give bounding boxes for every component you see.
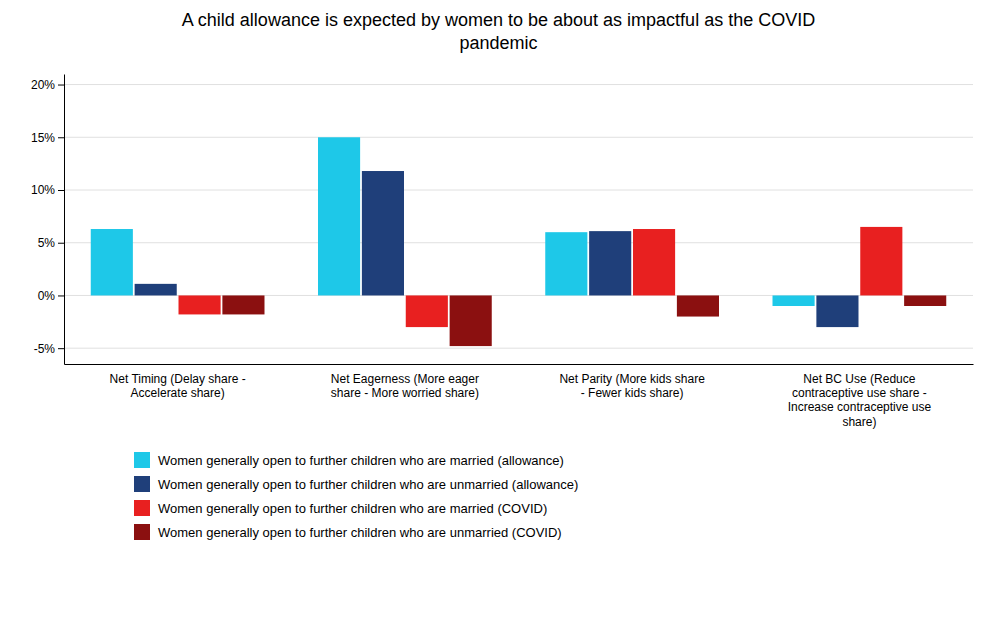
y-tick: 20%: [31, 78, 64, 92]
y-tick-label: 20%: [31, 78, 55, 92]
y-tick-mark: [58, 295, 64, 296]
y-tick-mark: [58, 137, 64, 138]
y-axis: -5% 0% 5% 10% 15% 20%: [31, 75, 65, 365]
bar: [633, 229, 675, 295]
bar: [362, 171, 404, 295]
x-tick-label-line: contraceptive use share -: [792, 386, 927, 400]
y-tick-label: 15%: [31, 131, 55, 145]
y-tick: 10%: [31, 183, 64, 197]
bar: [904, 295, 946, 306]
x-tick-label-line: share - More worried share): [331, 386, 479, 400]
legend-item: Women generally open to further children…: [134, 476, 578, 492]
bar: [677, 295, 719, 316]
x-tick-label-line: Net BC Use (Reduce: [803, 372, 915, 386]
x-tick: Net Parity (More kids share- Fewer kids …: [559, 372, 705, 400]
grid-line: [64, 190, 973, 191]
y-tick-mark: [58, 190, 64, 191]
x-tick-label-line: Accelerate share): [131, 386, 225, 400]
legend-item: Women generally open to further children…: [134, 524, 562, 540]
bar: [545, 232, 587, 295]
y-tick-mark: [58, 85, 64, 86]
legend-label: Women generally open to further children…: [158, 477, 578, 492]
legend-swatch: [134, 524, 150, 540]
y-tick-mark: [58, 348, 64, 349]
x-tick-label: Net Parity (More kids share- Fewer kids …: [559, 372, 705, 400]
x-tick-label: Net Timing (Delay share -Accelerate shar…: [110, 372, 246, 400]
bars: [91, 137, 946, 346]
x-axis-line: [65, 364, 974, 365]
bar: [222, 295, 264, 314]
x-tick-label-line: share): [842, 415, 876, 429]
bar: [406, 295, 448, 327]
y-tick-label: 5%: [38, 236, 56, 250]
title: A child allowance is expected by women t…: [182, 10, 815, 53]
title-line: pandemic: [459, 33, 537, 53]
y-tick-label: 0%: [38, 289, 56, 303]
bar: [91, 229, 133, 295]
legend-swatch: [134, 476, 150, 492]
legend-item: Women generally open to further children…: [134, 452, 564, 468]
legend-swatch: [134, 452, 150, 468]
y-tick: 0%: [38, 289, 64, 303]
legend-item: Women generally open to further children…: [134, 500, 547, 516]
series: [135, 171, 859, 327]
bar: [450, 295, 492, 346]
bar: [860, 227, 902, 296]
x-tick: Net Timing (Delay share -Accelerate shar…: [110, 372, 246, 400]
grid-line: [64, 137, 973, 138]
series: [222, 295, 946, 346]
bar: [318, 137, 360, 295]
y-tick: -5%: [34, 342, 64, 356]
bar: [773, 295, 815, 306]
x-tick-label-line: Increase contraceptive use: [788, 400, 932, 414]
legend-label: Women generally open to further children…: [158, 501, 547, 516]
bar: [816, 295, 858, 327]
x-tick-label: Net BC Use (Reducecontraceptive use shar…: [788, 372, 932, 429]
y-tick-label: -5%: [34, 342, 56, 356]
x-tick-label-line: - Fewer kids share): [581, 386, 684, 400]
x-tick-label: Net Eagerness (More eagershare - More wo…: [331, 372, 479, 400]
x-tick: Net Eagerness (More eagershare - More wo…: [331, 372, 479, 400]
bar: [179, 295, 221, 314]
y-tick-mark: [58, 243, 64, 244]
series: [179, 227, 903, 327]
x-tick-label-line: Net Parity (More kids share: [559, 372, 705, 386]
grid-line: [64, 242, 973, 243]
y-tick: 15%: [31, 131, 64, 145]
bar: [135, 284, 177, 296]
grid: [64, 85, 973, 349]
legend-label: Women generally open to further children…: [158, 453, 564, 468]
legend: Women generally open to further children…: [134, 452, 578, 540]
x-tick-label-line: Net Timing (Delay share -: [110, 372, 246, 386]
grid-line: [64, 348, 973, 349]
x-tick-label-line: Net Eagerness (More eager: [331, 372, 479, 386]
legend-label: Women generally open to further children…: [158, 525, 562, 540]
x-tick: Net BC Use (Reducecontraceptive use shar…: [788, 372, 932, 429]
grid-line: [64, 84, 973, 85]
y-tick-label: 10%: [31, 183, 55, 197]
legend-swatch: [134, 500, 150, 516]
chart: A child allowance is expected by women t…: [0, 0, 997, 644]
series: [91, 137, 815, 306]
title-line: A child allowance is expected by women t…: [182, 10, 815, 30]
y-tick: 5%: [38, 236, 64, 250]
y-axis-line: [64, 75, 65, 365]
x-axis: Net Timing (Delay share -Accelerate shar…: [65, 365, 974, 429]
bar: [589, 231, 631, 295]
